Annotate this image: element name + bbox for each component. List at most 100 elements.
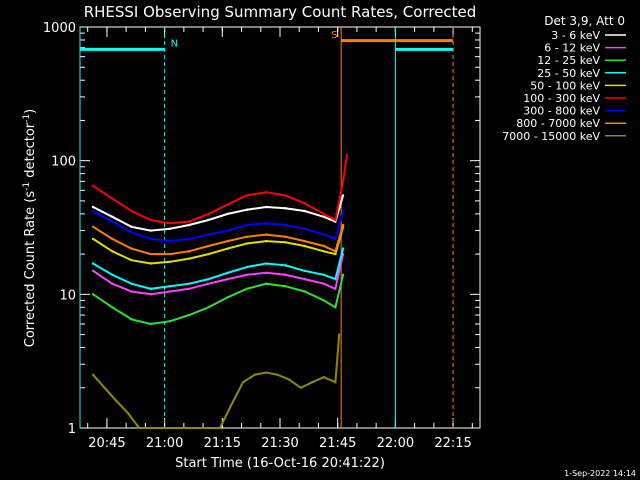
data-point (207, 426, 210, 430)
data-point (334, 250, 337, 253)
y-axis-label-sup-1: -1 (22, 182, 32, 191)
data-point (130, 290, 133, 293)
data-point (265, 262, 268, 265)
data-point (91, 184, 95, 187)
data-point (126, 411, 129, 414)
data-point (188, 257, 191, 260)
data-point (149, 229, 152, 232)
x-tick-label: 22:00 (377, 436, 414, 451)
data-point (149, 237, 152, 241)
data-point (284, 194, 287, 197)
x-tick-label: 22:15 (434, 436, 471, 451)
data-point (149, 262, 152, 265)
y-tick-label: 100 (51, 155, 76, 170)
data-point (284, 241, 287, 244)
legend-entry-label: 100 - 300 keV (523, 92, 600, 105)
data-point (172, 426, 175, 430)
data-point (334, 381, 337, 384)
data-point (168, 320, 172, 323)
data-point (245, 223, 249, 227)
data-point (91, 293, 95, 296)
data-point (322, 244, 325, 248)
data-point (130, 282, 133, 285)
data-point (322, 233, 325, 236)
data-point (303, 244, 306, 248)
data-point (276, 373, 279, 376)
data-point (322, 215, 325, 218)
data-point (245, 235, 249, 238)
data-point (168, 222, 172, 225)
data-point (91, 269, 95, 272)
legend-entry-label: 12 - 25 keV (537, 54, 600, 67)
legend-title: Det 3,9, Att 0 (544, 14, 625, 28)
data-point (149, 252, 152, 256)
data-point (130, 209, 133, 213)
data-point (226, 277, 229, 281)
data-point (265, 271, 268, 274)
y-tick-label: 1000 (43, 21, 76, 36)
data-point (322, 376, 325, 379)
data-point (207, 306, 210, 309)
data-point (322, 250, 325, 253)
series-line (92, 154, 348, 225)
data-point (111, 215, 114, 218)
data-point (226, 203, 229, 206)
data-point (341, 273, 345, 276)
data-point (303, 290, 306, 293)
data-point (265, 371, 268, 374)
data-point (284, 273, 287, 276)
legend-entry-label: 800 - 7000 keV (516, 117, 600, 130)
data-point (226, 239, 229, 243)
x-tick-label: 21:45 (319, 436, 356, 451)
chart-title: RHESSI Observing Summary Count Rates, Co… (84, 3, 477, 21)
data-point (111, 306, 114, 309)
data-point (207, 233, 210, 236)
data-point (188, 313, 191, 317)
data-point (334, 306, 337, 309)
data-point (245, 242, 249, 245)
series-line (92, 248, 345, 290)
data-point (226, 212, 229, 216)
data-point (265, 222, 268, 225)
data-point (265, 282, 268, 285)
data-point (334, 287, 337, 290)
data-point (322, 212, 325, 216)
data-point (253, 373, 256, 376)
legend-entry-label: 25 - 50 keV (537, 67, 600, 80)
data-point (207, 252, 210, 256)
data-point (138, 426, 141, 430)
data-point (338, 333, 341, 336)
data-point (188, 250, 191, 253)
data-point (265, 205, 268, 209)
legend-entry-label: 7000 - 15000 keV (502, 130, 600, 143)
data-point (111, 237, 114, 241)
data-point (103, 386, 106, 389)
data-point (149, 293, 152, 296)
data-point (130, 318, 133, 321)
data-point (341, 180, 345, 183)
data-point (149, 426, 152, 430)
data-point (265, 191, 268, 194)
data-point (168, 227, 172, 230)
data-point (303, 202, 306, 205)
data-point (303, 209, 306, 213)
data-point (91, 237, 95, 241)
data-point (188, 220, 191, 223)
data-point (245, 273, 249, 276)
data-point (341, 209, 345, 213)
data-point (334, 218, 337, 222)
data-point (303, 227, 306, 230)
data-point (115, 399, 118, 402)
series-line (92, 195, 345, 232)
data-point (226, 229, 229, 232)
data-point (168, 239, 172, 243)
data-point (334, 237, 337, 241)
data-point (284, 223, 287, 227)
data-point (168, 290, 172, 293)
data-point (91, 373, 95, 376)
data-point (195, 426, 199, 430)
data-point (188, 237, 191, 241)
data-point (184, 426, 187, 430)
data-point (168, 260, 172, 263)
